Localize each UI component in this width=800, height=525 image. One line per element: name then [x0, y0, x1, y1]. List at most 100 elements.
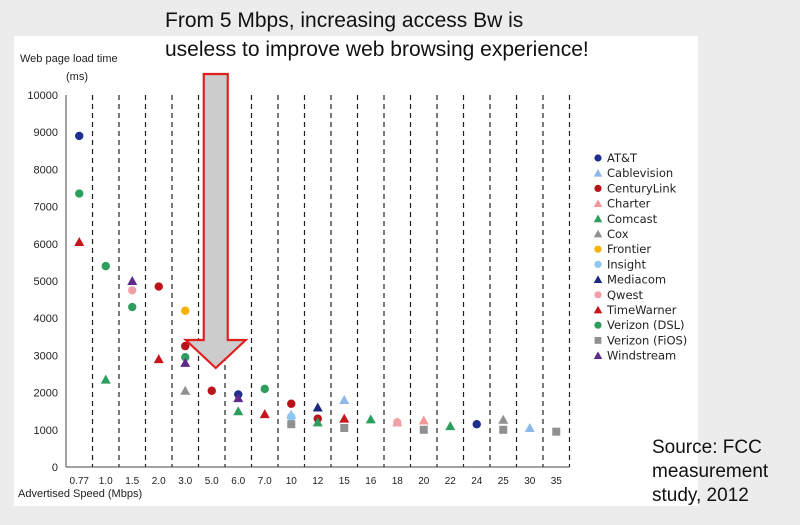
y-axis-label-line-1: Web page load time: [20, 53, 118, 65]
data-point: [154, 282, 163, 291]
legend-marker: [593, 229, 603, 238]
data-point: [339, 395, 350, 405]
legend-marker: [594, 260, 602, 268]
legend-label: Comcast: [607, 212, 658, 226]
legend-marker: [594, 291, 602, 299]
headline-line-2: useless to improve web browsing experien…: [165, 38, 589, 61]
x-tick-label: 6.0: [231, 476, 245, 487]
data-point: [340, 423, 349, 432]
legend-marker: [593, 275, 603, 283]
data-point: [75, 131, 84, 141]
legend-label: Cox: [607, 227, 629, 241]
headline: From 5 Mbps, increasing access Bw is use…: [165, 6, 685, 64]
data-point: [128, 302, 137, 312]
x-tick-label: 20: [418, 476, 430, 487]
data-point: [287, 420, 296, 429]
data-point: [339, 413, 350, 423]
axes: [65, 95, 570, 468]
data-point: [472, 420, 481, 429]
data-point: [128, 286, 137, 295]
x-tick-label: 7.0: [258, 476, 272, 487]
data-point: [181, 341, 190, 351]
data-point: [100, 374, 111, 384]
y-tick-label: 10000: [27, 90, 58, 102]
data-point: [180, 357, 191, 367]
data-point: [101, 261, 110, 271]
legend-marker: [594, 321, 602, 329]
legend-label: Windstream: [607, 349, 676, 363]
data-point: [312, 402, 323, 412]
x-tick-label: 1.5: [125, 476, 139, 487]
legend-label: CenturyLink: [607, 181, 677, 195]
legend-marker: [593, 168, 603, 177]
x-tick-label: 25: [498, 476, 510, 487]
legend-marker: [593, 214, 603, 223]
x-tick-label: 5.0: [205, 476, 219, 487]
legend-marker: [593, 305, 603, 314]
y-tick-label: 7000: [34, 202, 58, 214]
data-point: [127, 276, 138, 285]
data-point: [287, 399, 296, 408]
y-tick-labels: 0 1000 2000 3000 4000 5000 6000 7000 8000 9000 100…: [27, 90, 58, 474]
legend-marker: [594, 154, 602, 162]
legend-label: Qwest: [607, 288, 644, 302]
y-tick-label: 5000: [34, 276, 58, 288]
legend-marker: [594, 184, 602, 192]
source-note-line-3: study, 2012: [652, 485, 749, 506]
data-point: [524, 422, 535, 432]
x-tick-label: 24: [471, 476, 483, 487]
x-tick-label: 22: [445, 476, 457, 487]
data-point: [419, 425, 428, 434]
legend-label: Insight: [607, 257, 646, 271]
x-tick-labels: 0.77 1.0 1.5 2.0 3.0 5.0 6.0 7.0 10 12 15 16 18 20 22 2…: [70, 476, 563, 487]
data-point: [312, 417, 323, 427]
x-tick-label: 12: [312, 476, 324, 487]
legend-label: Verizon (FiOS): [607, 333, 687, 347]
x-tick-label: 30: [524, 476, 536, 487]
y-tick-label: 1000: [34, 425, 58, 437]
x-tick-label: 16: [365, 476, 377, 487]
data-point: [233, 393, 244, 403]
y-tick-label: 4000: [34, 313, 58, 325]
x-tick-label: 2.0: [152, 476, 166, 487]
data-point: [498, 414, 509, 424]
x-tick-label: 18: [392, 476, 404, 487]
y-tick-label: 9000: [34, 127, 58, 139]
x-tick-label: 0.77: [70, 476, 90, 487]
grid-separators: [91, 95, 571, 467]
data-point: [393, 418, 402, 427]
data-point: [260, 384, 269, 394]
legend-label: Mediacom: [607, 273, 666, 287]
data-point: [180, 385, 191, 395]
data-point: [552, 427, 561, 436]
legend-label: Frontier: [607, 242, 651, 256]
source-note-line-1: Source: FCC: [652, 437, 762, 458]
x-tick-label: 35: [551, 476, 563, 487]
data-points: [74, 131, 561, 436]
legend-label: Charter: [607, 197, 651, 211]
legend-marker: [593, 351, 603, 359]
x-tick-label: 15: [339, 476, 351, 487]
data-point: [153, 354, 164, 364]
headline-line-1: From 5 Mbps, increasing access Bw is: [165, 9, 524, 32]
legend-label: TimeWarner: [606, 303, 677, 317]
data-point: [233, 406, 244, 416]
y-tick-label: 8000: [34, 164, 58, 176]
legend-label: AT&T: [607, 151, 638, 165]
legend-marker: [593, 199, 603, 207]
data-point: [74, 236, 85, 246]
data-point: [259, 409, 270, 419]
annotation-arrow: [182, 72, 249, 370]
data-point: [499, 425, 508, 434]
legend-marker: [594, 245, 602, 253]
data-point: [75, 189, 84, 198]
y-axis-label-line-2: (ms): [66, 71, 88, 83]
legend-marker: [594, 337, 602, 344]
y-tick-label: 3000: [34, 350, 58, 362]
x-axis-label: Advertised Speed (Mbps): [18, 488, 142, 500]
data-point: [181, 306, 190, 315]
data-point: [365, 414, 376, 424]
source-note-line-2: measurement: [652, 461, 769, 482]
